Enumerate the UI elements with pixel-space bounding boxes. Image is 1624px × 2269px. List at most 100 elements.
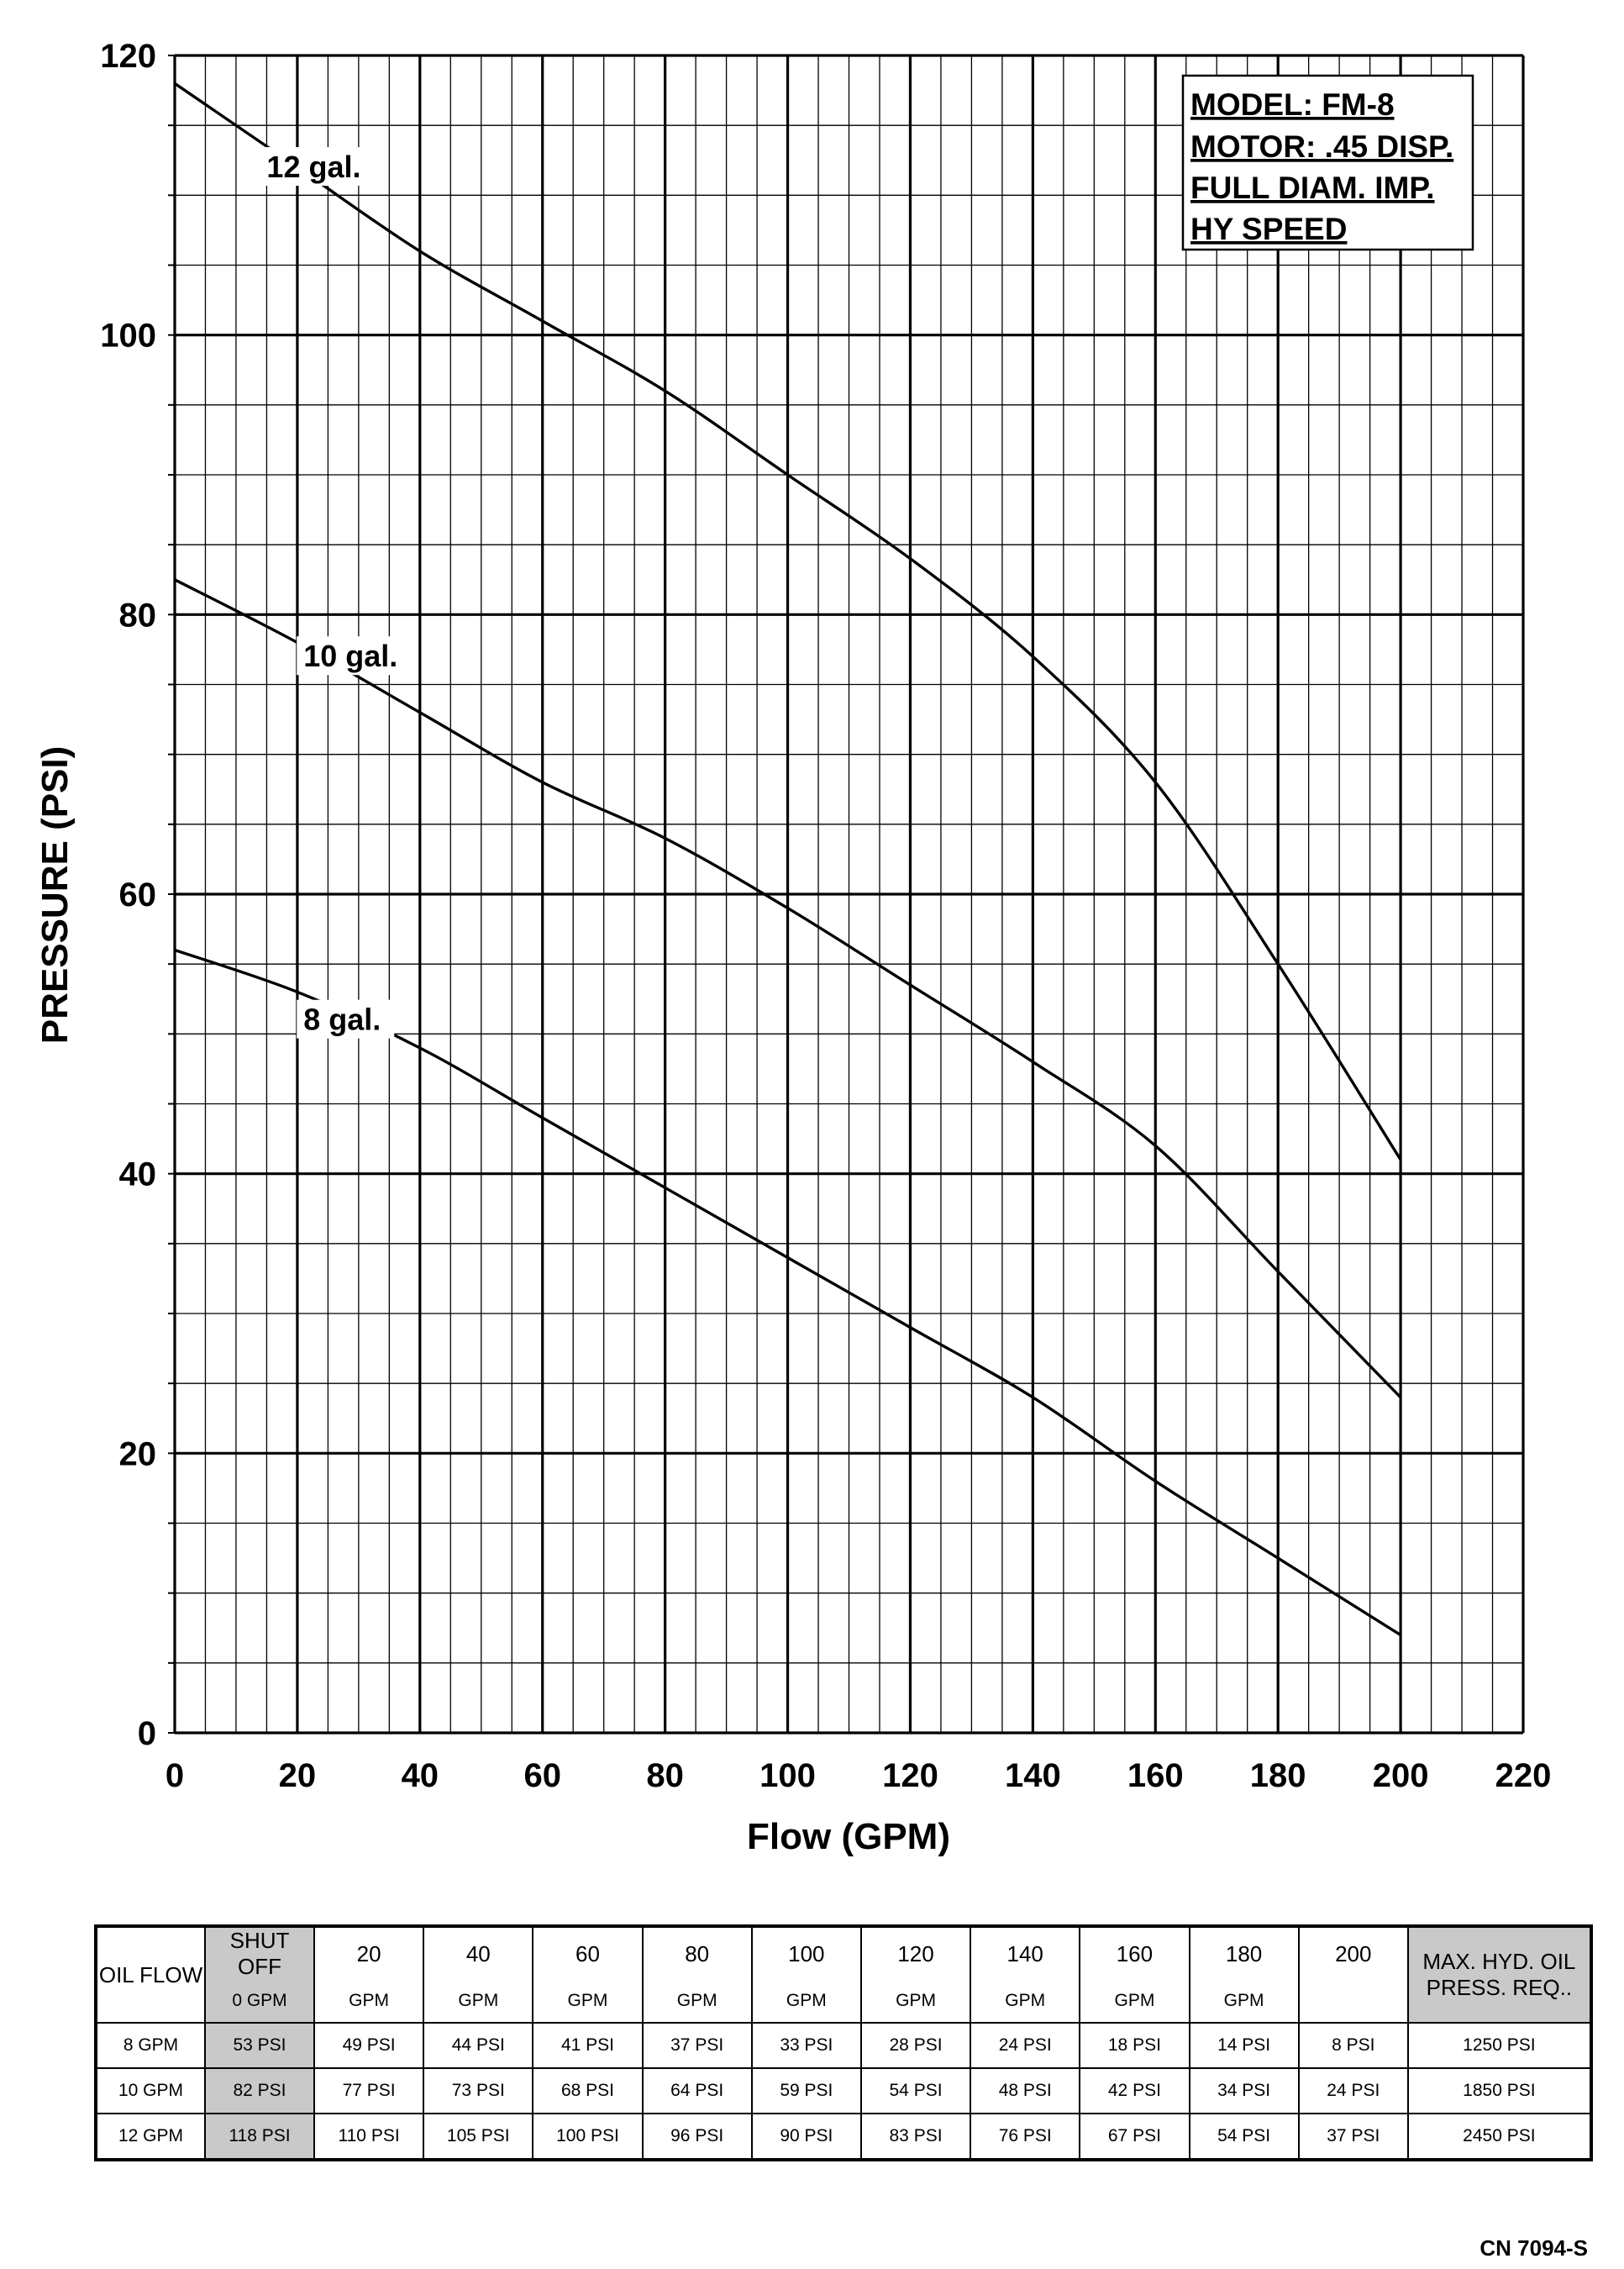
- x-tick-label: 120: [882, 1757, 938, 1794]
- x-tick-label: 220: [1495, 1757, 1552, 1794]
- row-pressure-cell: 90 PSI: [750, 2113, 862, 2161]
- series-label: 8 gal.: [303, 1003, 381, 1037]
- row-oil-flow: 10 GPM: [95, 2067, 206, 2114]
- row-pressure-cell: 37 PSI: [641, 2022, 753, 2069]
- legend-line-speed: HY SPEED: [1190, 212, 1347, 246]
- series-label: 12 gal.: [266, 150, 360, 184]
- y-tick-label: 20: [119, 1435, 157, 1472]
- row-shutoff-pressure: 118 PSI: [204, 2113, 315, 2161]
- row-pressure-cell: 73 PSI: [423, 2067, 534, 2114]
- row-max-pressure: 1250 PSI: [1406, 2022, 1592, 2069]
- row-pressure-cell: 24 PSI: [970, 2022, 1081, 2069]
- header-flow-180-top: 180: [1188, 1925, 1300, 1980]
- legend-box-frame: [1181, 74, 1474, 251]
- header-flow-80-unit: GPM: [641, 1980, 753, 2024]
- series-line-2: [174, 578, 1402, 1398]
- row-pressure-cell: 54 PSI: [1188, 2113, 1300, 2161]
- x-tick-label: 0: [166, 1757, 184, 1794]
- row-pressure-cell: 96 PSI: [641, 2113, 753, 2161]
- row-pressure-cell: 42 PSI: [1079, 2067, 1190, 2114]
- x-axis-title: Flow (GPM): [747, 1816, 950, 1857]
- row-pressure-cell: 14 PSI: [1188, 2022, 1300, 2069]
- table-row: 12 GPM 118 PSI 110 PSI 105 PSI 100 PSI 96 PSI…: [95, 2113, 1592, 2161]
- row-pressure-cell: 64 PSI: [641, 2067, 753, 2114]
- y-tick-label: 100: [100, 318, 156, 355]
- legend-line-model: MODEL: FM-8: [1190, 87, 1395, 122]
- table-header-row-top: OIL FLOW SHUT OFF 20 40 60 80 100 120 14…: [95, 1925, 1592, 2024]
- row-shutoff-pressure: 53 PSI: [204, 2022, 315, 2069]
- x-tick-label: 140: [1005, 1757, 1061, 1794]
- row-pressure-cell: 59 PSI: [750, 2067, 862, 2114]
- row-pressure-cell: 34 PSI: [1188, 2067, 1300, 2114]
- series-label-backdrop: [297, 999, 395, 1039]
- row-pressure-cell: 110 PSI: [313, 2113, 425, 2161]
- row-pressure-cell: 8 PSI: [1297, 2022, 1409, 2069]
- table-row: 10 GPM 82 PSI 77 PSI 73 PSI 68 PSI 64 PSI 59 P…: [95, 2067, 1592, 2114]
- x-tick-label: 40: [402, 1757, 439, 1794]
- row-pressure-cell: 77 PSI: [313, 2067, 425, 2114]
- table-row: 8 GPM 53 PSI 49 PSI 44 PSI 41 PSI 37 PSI 33 PS…: [95, 2022, 1592, 2069]
- header-flow-40-unit: GPM: [423, 1980, 534, 2024]
- legend-box: MODEL: FM-8 MOTOR: .45 DISP. FULL DIAM. …: [1181, 74, 1474, 251]
- series-label-backdrop: [297, 636, 413, 676]
- header-flow-200-unit: [1297, 1980, 1409, 2024]
- row-pressure-cell: 28 PSI: [859, 2022, 972, 2069]
- row-pressure-cell: 54 PSI: [859, 2067, 972, 2114]
- row-shutoff-pressure: 82 PSI: [204, 2067, 315, 2114]
- row-pressure-cell: 76 PSI: [970, 2113, 1081, 2161]
- header-flow-20-top: 20: [313, 1925, 425, 1980]
- x-tick-label: 100: [759, 1757, 816, 1794]
- y-tick-label: 80: [119, 597, 157, 634]
- x-tick-label: 60: [523, 1757, 561, 1794]
- y-tick-label: 40: [119, 1156, 157, 1193]
- row-pressure-cell: 44 PSI: [423, 2022, 534, 2069]
- header-flow-60-top: 60: [532, 1925, 644, 1980]
- header-shutoff-bottom: 0 GPM: [204, 1980, 315, 2024]
- header-flow-60-unit: GPM: [532, 1980, 644, 2024]
- document-code: CN 7094-S: [1479, 2235, 1588, 2261]
- x-tick-label: 200: [1373, 1757, 1429, 1794]
- header-flow-200-top: 200: [1297, 1925, 1409, 1980]
- grid-major-lines: [173, 54, 1525, 1735]
- y-tick-label: 60: [119, 877, 157, 913]
- row-pressure-cell: 67 PSI: [1079, 2113, 1190, 2161]
- legend-line-motor: MOTOR: .45 DISP.: [1190, 129, 1453, 164]
- row-pressure-cell: 100 PSI: [532, 2113, 644, 2161]
- header-oil-flow: OIL FLOW: [95, 1925, 206, 2024]
- y-axis-title: PRESSURE (PSI): [34, 746, 76, 1045]
- row-max-pressure: 2450 PSI: [1406, 2113, 1592, 2161]
- row-pressure-cell: 49 PSI: [313, 2022, 425, 2069]
- header-flow-120-top: 120: [859, 1925, 972, 1980]
- x-tick-label: 160: [1127, 1757, 1184, 1794]
- row-pressure-cell: 105 PSI: [423, 2113, 534, 2161]
- x-tick-label: 180: [1250, 1757, 1306, 1794]
- table-header-row-bottom: 0 GPM GPM GPM GPM GPM GPM GPM GPM GPM GP…: [96, 1980, 1591, 2024]
- header-flow-80-top: 80: [641, 1925, 753, 1980]
- series-label: 10 gal.: [303, 639, 397, 673]
- header-flow-160-top: 160: [1079, 1925, 1190, 1980]
- row-pressure-cell: 33 PSI: [750, 2022, 862, 2069]
- header-flow-120-unit: GPM: [859, 1980, 972, 2024]
- header-flow-100-top: 100: [750, 1925, 862, 1980]
- row-max-pressure: 1850 PSI: [1406, 2067, 1592, 2114]
- row-pressure-cell: 83 PSI: [859, 2113, 972, 2161]
- header-flow-140-unit: GPM: [970, 1980, 1081, 2024]
- x-tick-labels: 0 20 40 60 80 100 120 140 160 180 200 220: [166, 1757, 1552, 1794]
- header-flow-40-top: 40: [423, 1925, 534, 1980]
- row-pressure-cell: 18 PSI: [1079, 2022, 1190, 2069]
- header-max-hyd-oil: MAX. HYD. OIL PRESS. REQ..: [1406, 1925, 1592, 2024]
- series-labels: 12 gal. 10 gal. 8 gal.: [260, 147, 413, 1039]
- header-flow-100-unit: GPM: [750, 1980, 862, 2024]
- series-label-backdrop: [260, 147, 376, 187]
- header-flow-160-unit: GPM: [1079, 1980, 1190, 2024]
- y-tick-label: 120: [100, 38, 156, 75]
- header-flow-140-top: 140: [970, 1925, 1081, 1980]
- header-shutoff-top: SHUT OFF: [204, 1925, 315, 1980]
- x-tick-label: 20: [279, 1757, 317, 1794]
- x-tick-label: 80: [646, 1757, 684, 1794]
- row-pressure-cell: 41 PSI: [532, 2022, 644, 2069]
- header-flow-20-unit: GPM: [313, 1980, 425, 2024]
- header-flow-180-unit: GPM: [1188, 1980, 1300, 2024]
- series-line-1: [174, 82, 1402, 1161]
- legend-line-impeller: FULL DIAM. IMP.: [1190, 171, 1435, 205]
